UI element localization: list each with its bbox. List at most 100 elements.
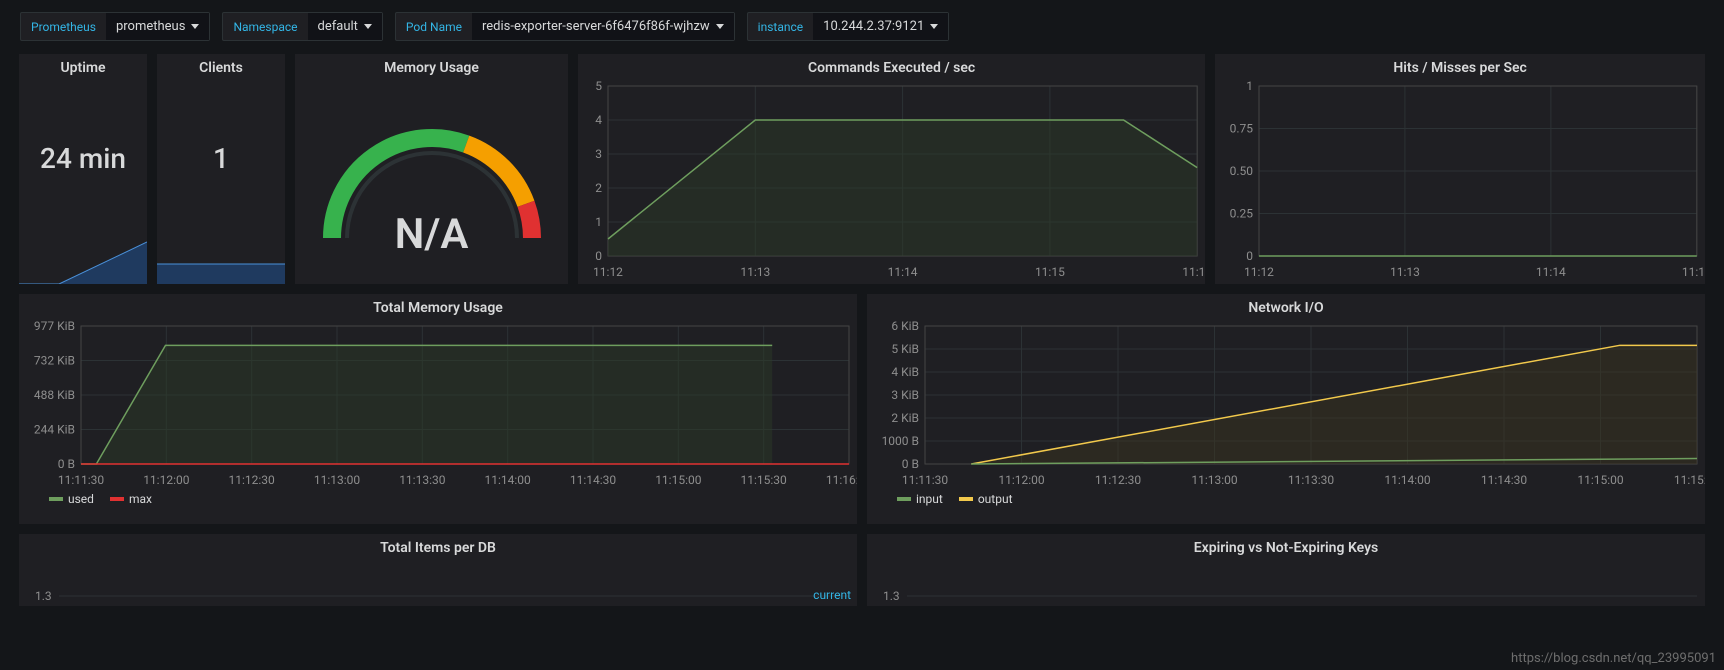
svg-text:0: 0 <box>595 249 602 263</box>
svg-text:11:13: 11:13 <box>740 265 770 279</box>
legend-label: input <box>916 492 943 506</box>
svg-text:1.3: 1.3 <box>35 589 52 603</box>
panel-title: Uptime <box>19 54 147 80</box>
panel-title: Memory Usage <box>295 54 568 80</box>
svg-text:11:12: 11:12 <box>593 265 623 279</box>
svg-text:2 KiB: 2 KiB <box>891 411 919 425</box>
svg-text:0 B: 0 B <box>58 457 75 471</box>
stat-value: 1 <box>157 80 285 236</box>
panel-memory[interactable]: Total Memory Usage 0 B 244 KiB 488 KiB 732 … <box>18 293 858 525</box>
svg-text:11:15:30: 11:15:30 <box>741 473 788 487</box>
legend-label: output <box>978 492 1013 506</box>
filter-prometheus[interactable]: Prometheus prometheus <box>20 12 210 41</box>
variable-filter-bar: Prometheus prometheus Namespace default … <box>0 0 1724 53</box>
svg-text:0.50: 0.50 <box>1230 164 1254 178</box>
panel-clients[interactable]: Clients 1 <box>156 53 286 285</box>
filter-label: instance <box>748 14 813 40</box>
svg-text:11:13:30: 11:13:30 <box>1288 473 1335 487</box>
svg-text:3 KiB: 3 KiB <box>891 388 919 402</box>
panel-expiring[interactable]: Expiring vs Not-Expiring Keys 1.3 <box>866 533 1706 607</box>
current-label: current <box>813 588 851 602</box>
filter-podname[interactable]: Pod Name redis-exporter-server-6f6476f86… <box>395 12 735 41</box>
svg-text:11:14:30: 11:14:30 <box>1481 473 1528 487</box>
panel-memory-gauge[interactable]: Memory Usage N/A <box>294 53 569 285</box>
chevron-down-icon <box>364 24 372 29</box>
legend-item[interactable]: max <box>110 492 152 506</box>
svg-text:11:14: 11:14 <box>1536 265 1566 279</box>
legend-swatch <box>897 497 911 501</box>
svg-text:1000 B: 1000 B <box>882 434 919 448</box>
svg-text:11:12:00: 11:12:00 <box>143 473 190 487</box>
svg-text:5: 5 <box>595 80 602 93</box>
filter-label: Pod Name <box>396 14 472 40</box>
chevron-down-icon <box>191 24 199 29</box>
sparkline <box>19 236 147 284</box>
filter-label: Namespace <box>223 14 307 40</box>
svg-text:244 KiB: 244 KiB <box>34 423 75 437</box>
svg-text:11:14:00: 11:14:00 <box>485 473 532 487</box>
svg-text:11:15:00: 11:15:00 <box>1577 473 1624 487</box>
svg-text:11:13:30: 11:13:30 <box>399 473 446 487</box>
filter-value[interactable]: default <box>308 13 382 40</box>
legend-item[interactable]: input <box>897 492 943 506</box>
watermark: https://blog.csdn.net/qq_23995091 <box>1511 651 1716 666</box>
filter-value[interactable]: prometheus <box>106 13 209 40</box>
panel-netio[interactable]: Network I/O 0 B 1000 B 2 KiB 3 KiB 4 KiB 5 Ki… <box>866 293 1706 525</box>
filter-instance[interactable]: instance 10.244.2.37:9121 <box>747 12 950 41</box>
svg-text:11:14:30: 11:14:30 <box>570 473 617 487</box>
svg-text:5 KiB: 5 KiB <box>891 342 919 356</box>
panel-title: Hits / Misses per Sec <box>1215 54 1705 80</box>
chart: 1.3 <box>867 560 1705 604</box>
svg-text:11:13:00: 11:13:00 <box>1191 473 1238 487</box>
chart: 00.250.500.75111:1211:1311:1411:15 <box>1215 80 1705 282</box>
legend-swatch <box>110 497 124 501</box>
svg-text:4 KiB: 4 KiB <box>891 365 919 379</box>
filter-value[interactable]: 10.244.2.37:9121 <box>813 13 948 40</box>
legend-item[interactable]: used <box>49 492 94 506</box>
svg-text:11:14: 11:14 <box>888 265 918 279</box>
chevron-down-icon <box>930 24 938 29</box>
svg-text:11:14:00: 11:14:00 <box>1384 473 1431 487</box>
filter-namespace[interactable]: Namespace default <box>222 12 382 41</box>
panel-hits[interactable]: Hits / Misses per Sec 00.250.500.75111:1… <box>1214 53 1706 285</box>
svg-text:732 KiB: 732 KiB <box>34 354 75 368</box>
sparkline <box>157 236 285 284</box>
stat-value: 24 min <box>19 80 147 236</box>
filter-value[interactable]: redis-exporter-server-6f6476f86f-wjhzw <box>472 13 734 40</box>
svg-text:11:13:00: 11:13:00 <box>314 473 361 487</box>
svg-text:11:12:00: 11:12:00 <box>998 473 1045 487</box>
svg-text:1: 1 <box>595 215 602 229</box>
legend: input output <box>867 490 1705 512</box>
filter-label: Prometheus <box>21 14 106 40</box>
svg-text:11:12: 11:12 <box>1244 265 1274 279</box>
panel-uptime[interactable]: Uptime 24 min <box>18 53 148 285</box>
svg-text:11:15:30: 11:15:30 <box>1674 473 1705 487</box>
svg-text:0: 0 <box>1246 249 1253 263</box>
svg-text:11:15:00: 11:15:00 <box>655 473 702 487</box>
svg-text:11:12:30: 11:12:30 <box>1095 473 1142 487</box>
chart: 01234511:1211:1311:1411:1511:16 <box>578 80 1205 282</box>
panel-title: Total Memory Usage <box>19 294 857 320</box>
svg-text:11:16:00: 11:16:00 <box>826 473 857 487</box>
legend-label: used <box>68 492 94 506</box>
svg-text:6 KiB: 6 KiB <box>891 320 919 333</box>
svg-text:11:11:30: 11:11:30 <box>902 473 949 487</box>
panel-commands[interactable]: Commands Executed / sec 01234511:1211:13… <box>577 53 1206 285</box>
legend-item[interactable]: output <box>959 492 1013 506</box>
chevron-down-icon <box>716 24 724 29</box>
svg-text:3: 3 <box>595 147 602 161</box>
svg-text:0 B: 0 B <box>902 457 919 471</box>
chart: 0 B244 KiB488 KiB732 KiB977 KiB11:11:301… <box>19 320 857 490</box>
svg-text:2: 2 <box>595 181 602 195</box>
svg-text:977 KiB: 977 KiB <box>34 320 75 333</box>
svg-text:488 KiB: 488 KiB <box>34 388 75 402</box>
panel-title: Total Items per DB <box>19 534 857 560</box>
panel-items[interactable]: Total Items per DB 1.3 current <box>18 533 858 607</box>
legend-swatch <box>959 497 973 501</box>
svg-text:11:15: 11:15 <box>1035 265 1065 279</box>
legend-swatch <box>49 497 63 501</box>
panel-title: Network I/O <box>867 294 1705 320</box>
svg-text:0.25: 0.25 <box>1230 207 1254 221</box>
panel-title: Clients <box>157 54 285 80</box>
chart: 1.3 <box>19 560 857 604</box>
